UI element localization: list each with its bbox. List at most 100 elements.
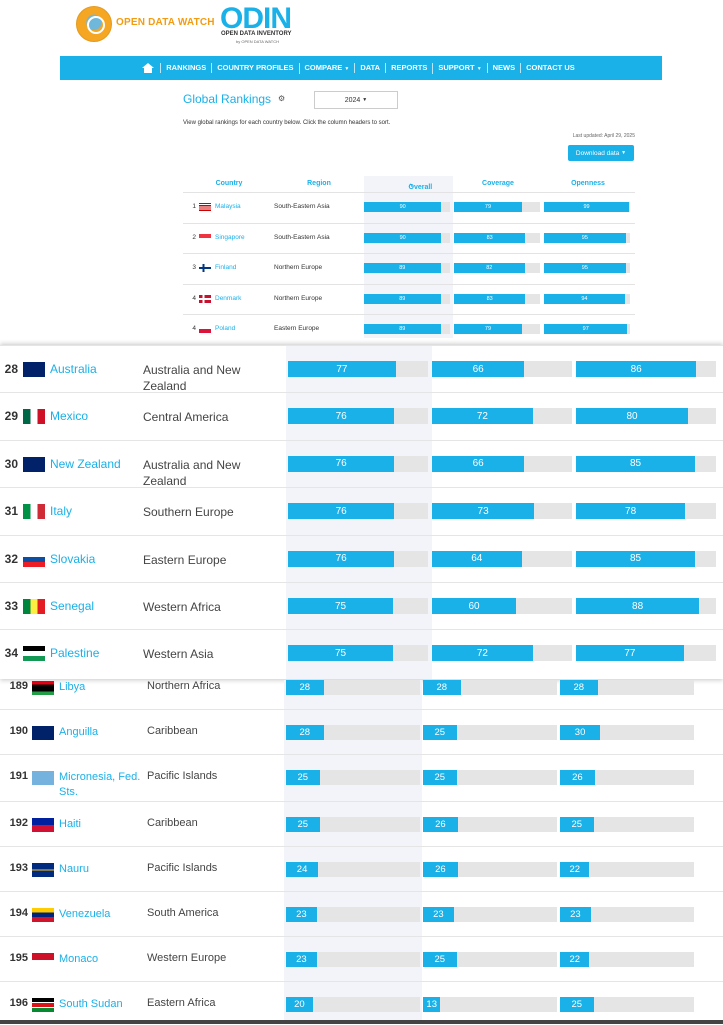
flag-malaysia-icon (199, 203, 211, 211)
nav-country-profiles[interactable]: COUNTRY PROFILES (211, 63, 298, 73)
openness-score-bar: 95 (544, 232, 630, 243)
flag-palestine-icon (23, 646, 45, 662)
rank: 32 (4, 551, 18, 566)
gear-icon[interactable]: ⚙ (278, 94, 286, 103)
openness-score-bar: 28 (560, 680, 694, 695)
year-select[interactable]: 2024 ▼ (314, 91, 398, 109)
openness-score-bar: 26 (560, 770, 694, 785)
nav-compare[interactable]: COMPARE ▼ (298, 62, 355, 74)
overall-score-bar-fill: 25 (286, 817, 320, 832)
openness-score-bar-fill: 78 (576, 503, 686, 520)
country-link[interactable]: South Sudan (59, 998, 123, 1010)
coverage-score-bar-fill: 66 (432, 455, 525, 472)
country-link[interactable]: Nauru (59, 863, 89, 875)
country-link[interactable]: Haiti (59, 818, 82, 830)
flag-finland-icon (199, 264, 211, 272)
download-data-button[interactable]: Download data ▼ (568, 145, 634, 161)
rank: 29 (4, 409, 18, 424)
rank: 191 (9, 770, 28, 782)
coverage-score-bar: 60 (432, 598, 572, 614)
coverage-score-bar-fill: 72 (432, 645, 533, 662)
region: Pacific Islands (147, 862, 218, 874)
country-link[interactable]: Libya (59, 681, 86, 693)
openness-score-bar-fill: 85 (576, 455, 695, 472)
country-link[interactable]: Anguilla (59, 726, 99, 738)
nav-support[interactable]: SUPPORT ▼ (432, 62, 486, 74)
country-link[interactable]: New Zealand (50, 456, 121, 471)
openness-score-bar: 88 (576, 598, 716, 614)
home-icon[interactable] (142, 63, 155, 73)
country-link[interactable]: Micronesia, Fed. Sts. (59, 771, 141, 798)
openness-score-bar-fill: 80 (576, 408, 688, 425)
country-link[interactable]: Palestine (50, 646, 100, 661)
rank: 34 (4, 646, 18, 661)
site-logos[interactable]: OPEN DATA WATCH ODIN OPEN DATA INVENTORY… (76, 2, 316, 48)
overall-score-bar-fill: 28 (286, 680, 324, 695)
region: Caribbean (147, 725, 198, 737)
header-overall-label: Overall (408, 184, 433, 191)
rank: 189 (9, 680, 28, 692)
country-link[interactable]: Mexico (50, 409, 89, 424)
page-title: Global Rankings (183, 92, 272, 106)
header-country[interactable]: Country (215, 180, 243, 187)
overall-score-bar: 90 (364, 202, 450, 212)
header-openness[interactable]: Openness (571, 180, 605, 187)
nav-rankings[interactable]: RANKINGS (160, 63, 211, 73)
flag-slovakia-icon (23, 551, 45, 567)
country-link[interactable]: Denmark (215, 294, 242, 302)
country-link[interactable]: Poland (215, 325, 236, 332)
table-row: 1 Malaysia South-Eastern Asia 90 79 99 (183, 192, 635, 223)
region: Southern Europe (143, 505, 234, 520)
openness-score-bar: 25 (560, 997, 694, 1012)
overall-score-bar: 89 (364, 293, 450, 304)
rank: 192 (9, 817, 28, 829)
overall-score-bar: 77 (288, 361, 428, 377)
coverage-score-bar: 66 (432, 361, 572, 377)
country-link[interactable]: Venezuela (59, 908, 111, 920)
table-header: Country Region Overall ^ Coverage Openne… (183, 176, 635, 192)
overall-score-bar-fill: 23 (286, 952, 317, 967)
openness-score-bar: 78 (576, 503, 716, 520)
nav-reports[interactable]: REPORTS (385, 63, 432, 73)
coverage-score-bar-fill: 82 (454, 263, 525, 273)
country-link[interactable]: Finland (215, 264, 237, 271)
flag-singapore-icon (199, 233, 211, 242)
country-link[interactable]: Senegal (50, 599, 95, 613)
coverage-score-bar-fill: 26 (423, 862, 458, 877)
rank: 28 (4, 362, 18, 376)
region: Pacific Islands (147, 770, 218, 782)
country-link[interactable]: Malaysia (215, 203, 241, 210)
coverage-score-bar-fill: 25 (423, 952, 457, 967)
coverage-score-bar: 26 (423, 862, 557, 877)
openness-score-bar: 30 (560, 725, 694, 740)
openness-score-bar-fill: 30 (560, 725, 601, 740)
country-link[interactable]: Slovakia (50, 551, 96, 566)
country-link[interactable]: Singapore (215, 233, 245, 241)
coverage-score-bar-fill: 64 (432, 550, 522, 567)
last-updated: Last updated: April 29, 2025 (572, 133, 635, 139)
country-link[interactable]: Italy (50, 504, 73, 519)
nav-contact-us[interactable]: CONTACT US (520, 63, 580, 73)
country-link[interactable]: Australia (50, 362, 97, 376)
flag-mexico-icon (23, 409, 45, 425)
overall-score-bar: 90 (364, 232, 450, 243)
coverage-score-bar: 72 (432, 408, 572, 425)
table-row: 194 Venezuela South America 23 23 23 (0, 891, 723, 937)
table-row: 33 Senegal Western Africa 75 60 88 (0, 582, 723, 630)
region: Western Africa (143, 600, 221, 614)
header-region[interactable]: Region (307, 180, 331, 187)
country-link[interactable]: Monaco (59, 953, 99, 965)
top-rows: 1 Malaysia South-Eastern Asia 90 79 99 2 Singap… (183, 192, 635, 345)
table-row: 195 Monaco Western Europe 23 25 22 (0, 936, 723, 982)
nav-news[interactable]: NEWS (486, 63, 521, 73)
region: Northern Europe (274, 294, 323, 302)
region: Caribbean (147, 817, 198, 829)
coverage-score-bar-fill: 13 (423, 997, 441, 1012)
rank: 195 (9, 952, 28, 964)
openness-score-bar: 95 (544, 263, 630, 273)
nav-data[interactable]: DATA (354, 63, 385, 73)
openness-score-bar-fill: 86 (576, 361, 697, 377)
header-coverage[interactable]: Coverage (482, 180, 514, 187)
flag-denmark-icon (199, 294, 211, 303)
region: Eastern Europe (143, 552, 227, 567)
